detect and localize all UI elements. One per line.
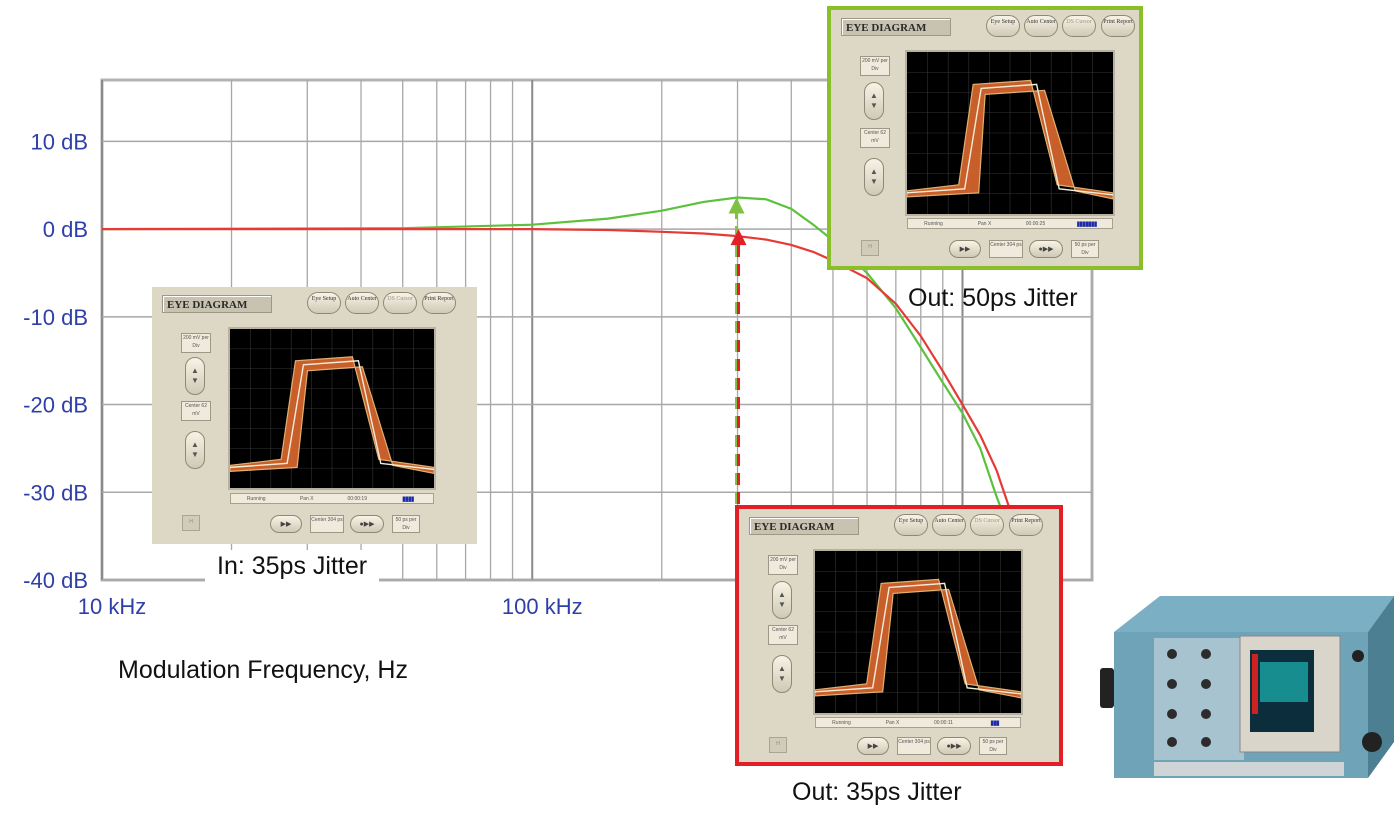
record-button[interactable]: ●▶▶ [350,515,384,533]
y-tick-label: -20 dB [23,393,88,418]
eye-diagram-in: EYE DIAGRAM Eye Setup Auto Center DS Cur… [152,287,477,544]
status-time: 00:00:11 [933,719,954,726]
y-tick-label: 0 dB [43,217,88,242]
v-scale-stepper[interactable]: ▲ ▼ [185,357,205,395]
x-tick-label: 10 kHz [78,594,146,619]
run-button[interactable]: ▶▶ [857,737,889,755]
eye-title: EYE DIAGRAM [162,295,272,313]
y-tick-label: -30 dB [23,480,88,505]
v-center-box: Center 62 mV [768,625,798,645]
status-time: 00:00:25 [1025,220,1046,227]
auto-center-button[interactable]: Auto Center [1024,15,1058,37]
t-scale-box: 50 ps per Div [979,737,1007,755]
v-center-stepper[interactable]: ▲ ▼ [864,158,884,196]
v-center-stepper[interactable]: ▲ ▼ [772,655,792,693]
eye-title: EYE DIAGRAM [841,18,951,36]
eye-trace-edge [229,360,435,471]
eye-diagram-out-50: EYE DIAGRAM Eye Setup Auto Center DS Cur… [827,6,1143,270]
corner-button[interactable]: H [861,240,879,256]
series-red-line [102,228,1020,537]
v-center-box: Center 62 mV [860,128,890,148]
print-report-button[interactable]: Print Report [1101,15,1135,37]
caption-out-50: Out: 50ps Jitter [908,284,1078,312]
progress-bars: ▮▮▮▮▮▮▮ [1076,220,1098,228]
series-green-line [101,196,1013,537]
eye-trace-edge [906,83,1114,196]
marker-arrow-green [728,197,745,214]
eye-status-bar: Running Pan X 00:00:25 ▮▮▮▮▮▮▮ [907,218,1113,229]
record-button[interactable]: ●▶▶ [937,737,971,755]
auto-center-button[interactable]: Auto Center [932,514,966,536]
x-ticks: 10 kHz 100 kHz [78,594,583,619]
run-button[interactable]: ▶▶ [270,515,302,533]
v-scale-box: 200 mV per Div [768,555,798,575]
ds-cursor-button[interactable]: DS Cursor [383,292,417,314]
y-tick-label: 10 dB [31,129,89,154]
eye-title: EYE DIAGRAM [749,517,859,535]
t-scale-box: 50 ps per Div [392,515,420,533]
v-scale-stepper[interactable]: ▲ ▼ [772,581,792,619]
status-pan: Pan X [977,220,992,227]
status-running: Running [832,719,851,726]
v-scale-box: 200 mV per Div [181,333,211,353]
eye-trace [814,551,1022,713]
corner-button[interactable]: H [182,515,200,531]
status-pan: Pan X [885,719,900,726]
eye-screen [228,327,436,490]
corner-button[interactable]: H [769,737,787,753]
eye-screen [905,50,1115,216]
eye-status-bar: Running Pan X 00:00:11 ▮▮▮ [815,717,1021,728]
eye-setup-button[interactable]: Eye Setup [894,514,928,536]
eye-status-bar: Running Pan X 00:00:19 ▮▮▮▮ [230,493,434,504]
y-tick-label: -10 dB [23,305,88,330]
print-report-button[interactable]: Print Report [1009,514,1043,536]
print-report-button[interactable]: Print Report [422,292,456,314]
t-scale-box: 50 ps per Div [1071,240,1099,258]
caption-out-35: Out: 35ps Jitter [792,778,962,806]
progress-bars: ▮▮▮ [990,719,1000,727]
status-running: Running [924,220,943,227]
eye-screen [813,549,1023,715]
y-tick-label: -40 dB [23,568,88,593]
v-center-stepper[interactable]: ▲ ▼ [185,431,205,469]
caption-in: In: 35ps Jitter [205,550,380,583]
status-running: Running [246,495,266,502]
eye-trace [906,52,1114,214]
ds-cursor-button[interactable]: DS Cursor [1062,15,1096,37]
record-button[interactable]: ●▶▶ [1029,240,1063,258]
v-scale-stepper[interactable]: ▲ ▼ [864,82,884,120]
eye-trace [229,329,435,488]
v-scale-box: 200 mV per Div [860,56,890,76]
bert-instrument-image [1100,596,1394,778]
auto-center-button[interactable]: Auto Center [345,292,379,314]
status-time: 00:00:19 [347,495,367,502]
eye-trace-edge [814,582,1022,695]
v-center-box: Center 62 mV [181,401,211,421]
t-center-box: Center 304 ps [897,737,931,755]
marker-arrow-red [730,229,747,246]
series-group [101,196,1020,537]
x-axis-label: Modulation Frequency, Hz [118,656,408,684]
run-button[interactable]: ▶▶ [949,240,981,258]
t-center-box: Center 304 ps [310,515,344,533]
x-tick-label: 100 kHz [502,594,583,619]
eye-diagram-out-35: EYE DIAGRAM Eye Setup Auto Center DS Cur… [735,505,1063,766]
progress-bars: ▮▮▮▮ [402,495,414,503]
y-ticks: 10 dB 0 dB -10 dB -20 dB -30 dB -40 dB [23,129,88,593]
eye-setup-button[interactable]: Eye Setup [986,15,1020,37]
eye-setup-button[interactable]: Eye Setup [307,292,341,314]
status-pan: Pan X [299,495,314,502]
ds-cursor-button[interactable]: DS Cursor [970,514,1004,536]
t-center-box: Center 304 ps [989,240,1023,258]
